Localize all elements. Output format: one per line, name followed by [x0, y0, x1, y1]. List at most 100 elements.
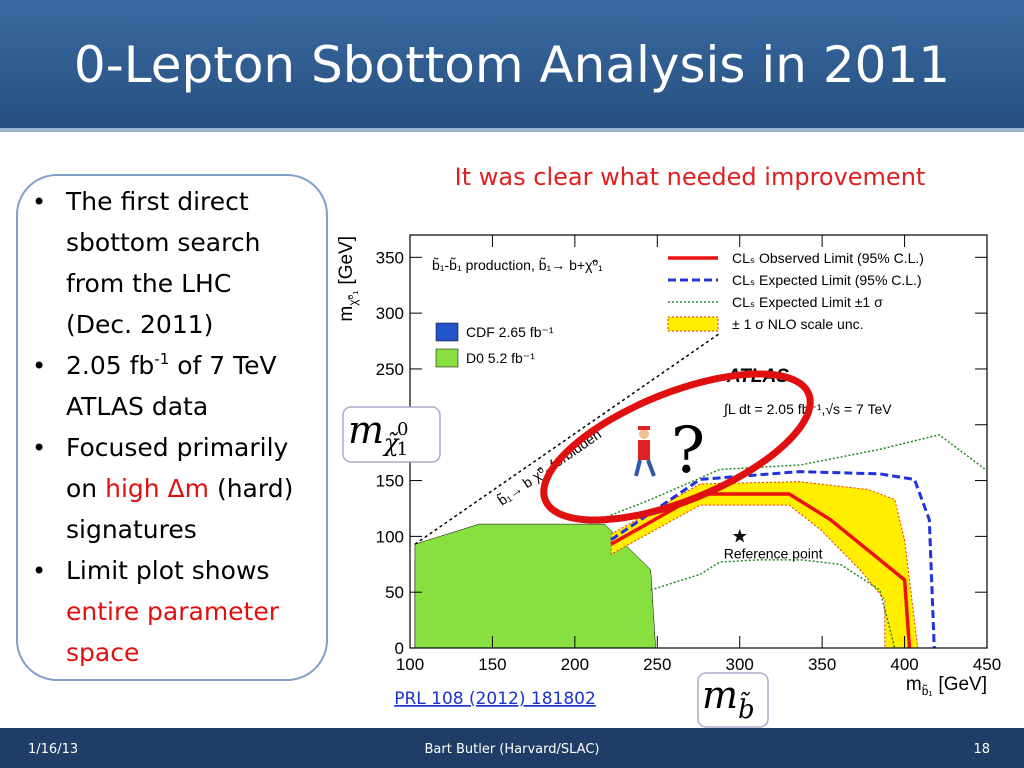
waldo-leg [634, 459, 642, 477]
bullet-line: 2.05 fb-1 of 7 TeV [66, 350, 277, 380]
footer-author: Bart Butler (Harvard/SLAC) [425, 742, 600, 757]
text-segment: entire parameter [66, 597, 280, 626]
bullet-dot: • [32, 434, 46, 462]
legend-label: ± 1 σ NLO scale unc. [732, 316, 864, 332]
footer-page: 18 [973, 742, 990, 757]
x-tick-label: 350 [808, 655, 836, 674]
bullet-list: • The first direct sbottom search from the … [32, 187, 293, 667]
y-tick-label: 350 [376, 248, 404, 267]
y-tick-label: 300 [376, 304, 404, 323]
bullet-line: from the LHC [66, 269, 231, 298]
label-main: m [906, 674, 922, 695]
math-sup: 0 [397, 419, 408, 440]
bullet-line: Limit plot shows [66, 556, 269, 585]
math-box [342, 406, 441, 463]
text-segment: high Δm [105, 474, 209, 503]
x-axis-label: mb̃₁ [GeV] [906, 674, 987, 698]
bullet-line: signatures [66, 515, 197, 544]
math-subsub: 1 [397, 439, 408, 460]
math-mass-chi: mχ̃10 [348, 408, 409, 460]
waldo-icon [634, 426, 656, 477]
bullet-line: The first direct [65, 187, 249, 216]
text-segment: of 7 TeV [169, 351, 276, 380]
waldo-body [638, 440, 650, 460]
bullet-line: space [66, 638, 139, 667]
math-main: m [702, 673, 738, 717]
label-sub: b̃₁ [922, 683, 933, 698]
title-bar [0, 0, 1024, 128]
legend-label: D0 5.2 fb⁻¹ [466, 350, 535, 366]
legend-label: CLₛ Expected Limit (95% C.L.) [732, 272, 922, 288]
legend-label: CDF 2.65 fb⁻¹ [466, 324, 554, 340]
waldo-hat [638, 426, 650, 430]
x-tick-label: 400 [890, 655, 918, 674]
footer-bar [0, 728, 1024, 768]
legend-label: CLₛ Expected Limit ±1 σ [732, 294, 883, 310]
text-segment: (hard) [209, 474, 293, 503]
text-segment: signatures [66, 515, 197, 544]
math-sub: b̃ [738, 691, 755, 725]
legend-swatch [435, 322, 459, 342]
y-tick-label: 50 [385, 583, 404, 602]
x-tick-label: 300 [726, 655, 754, 674]
math-mass-b: mb̃ [702, 673, 755, 725]
y-tick-label: 150 [376, 472, 404, 491]
label-main: m [336, 306, 357, 322]
math-main: m [348, 408, 384, 452]
legend-swatch [435, 348, 459, 368]
bullet-dot: • [32, 352, 46, 380]
text-segment: sbottom search [66, 228, 260, 257]
x-tick-label: 150 [478, 655, 506, 674]
reference-link[interactable]: PRL 108 (2012) 181802 [394, 689, 596, 709]
text-segment: on [66, 474, 105, 503]
x-tick-label: 100 [396, 655, 424, 674]
x-tick-label: 250 [643, 655, 671, 674]
waldo-leg [646, 459, 656, 477]
limit-line [610, 470, 936, 649]
process-label: b̃₁-b̃₁ production, b̃₁→ b+χ̃⁰₁ [432, 257, 603, 273]
legend-swatch [667, 316, 719, 332]
text-segment: 2.05 fb [66, 351, 154, 380]
legend-label: CLₛ Observed Limit (95% C.L.) [732, 250, 924, 266]
x-tick-label: 200 [561, 655, 589, 674]
reference-label: Reference point [724, 545, 823, 561]
bullet-dot: • [32, 557, 46, 585]
x-tick-label: 450 [973, 655, 1001, 674]
text-segment: from the LHC [66, 269, 231, 298]
y-axis-label: mχ̃⁰₁ [GeV] [336, 236, 360, 322]
bullet-line: Focused primarily [66, 433, 289, 462]
waldo-head [639, 429, 649, 439]
subtitle: It was clear what needed improvement [455, 163, 926, 191]
slide-title: 0-Lepton Sbottom Analysis in 2011 [74, 36, 950, 94]
math-sub: χ̃ [382, 429, 400, 457]
text-segment: Focused primarily [66, 433, 289, 462]
bullet-line: sbottom search [66, 228, 260, 257]
text-segment: The first direct [65, 187, 249, 216]
kinematic-line [414, 332, 721, 545]
y-tick-label: 250 [376, 360, 404, 379]
y-tick-label: 0 [395, 639, 404, 658]
highlight-ellipse [540, 370, 814, 524]
text-segment: -1 [154, 350, 169, 368]
bullet-line: on high Δm (hard) [66, 474, 293, 503]
bullet-box [16, 174, 328, 681]
limit-line [599, 433, 986, 521]
label-unit: [GeV] [938, 674, 987, 695]
text-segment: space [66, 638, 139, 667]
footer-date: 1/16/13 [28, 742, 78, 757]
bullet-line: ATLAS data [66, 392, 208, 421]
bullet-line: entire parameter [66, 597, 280, 626]
text-segment: (Dec. 2011) [66, 310, 213, 339]
bullet-dot: • [32, 188, 46, 216]
reference-point [732, 528, 747, 543]
bullet-line: (Dec. 2011) [66, 310, 213, 339]
text-segment: Limit plot shows [66, 556, 269, 585]
question-mark: ? [671, 414, 705, 488]
uncertainty-band [610, 481, 919, 649]
text-segment: ATLAS data [66, 392, 208, 421]
y-tick-label: 100 [376, 527, 404, 546]
title-rule [0, 128, 1024, 132]
